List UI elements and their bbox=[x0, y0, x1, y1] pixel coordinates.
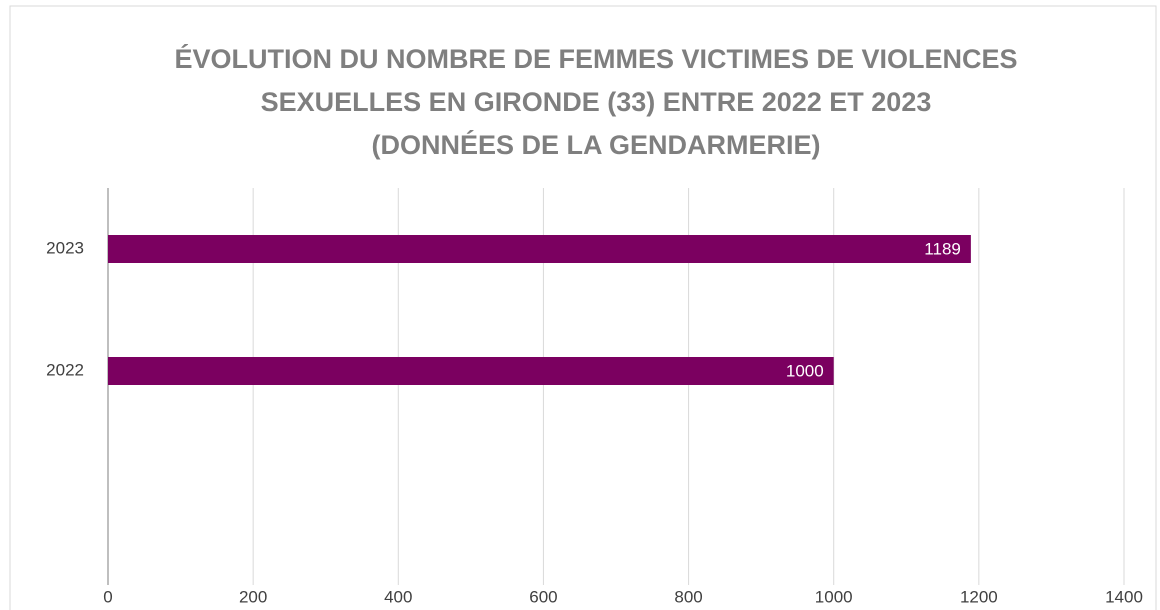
bar bbox=[108, 235, 971, 263]
x-tick-label: 200 bbox=[239, 587, 267, 606]
chart-frame bbox=[9, 5, 1157, 610]
x-tick-label: 1000 bbox=[815, 587, 853, 606]
x-tick-label: 1400 bbox=[1105, 587, 1143, 606]
data-label: 1000 bbox=[786, 361, 824, 380]
bar bbox=[108, 357, 834, 385]
y-tick-label: 2023 bbox=[46, 238, 84, 257]
chart-title: (DONNÉES DE LA GENDARMERIE) bbox=[371, 129, 820, 160]
x-tick-label: 1200 bbox=[960, 587, 998, 606]
x-tick-label: 400 bbox=[384, 587, 412, 606]
x-tick-label: 600 bbox=[529, 587, 557, 606]
chart-title: SEXUELLES EN GIRONDE (33) ENTRE 2022 ET … bbox=[261, 87, 932, 117]
data-label: 1189 bbox=[924, 239, 961, 258]
x-tick-label: 800 bbox=[674, 587, 702, 606]
x-tick-label: 0 bbox=[103, 587, 112, 606]
y-tick-label: 2022 bbox=[46, 360, 84, 379]
chart-title: ÉVOLUTION DU NOMBRE DE FEMMES VICTIMES D… bbox=[174, 43, 1017, 74]
